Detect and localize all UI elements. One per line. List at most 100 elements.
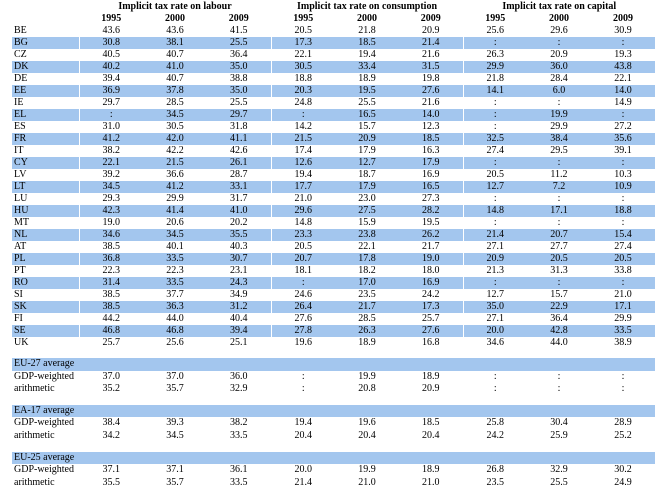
cell: 18.7	[358, 169, 376, 180]
cell: :	[527, 277, 591, 289]
cell: 40.1	[166, 241, 184, 252]
cell: :	[462, 193, 527, 205]
cell: 35.0	[207, 85, 271, 97]
cell: 35.6	[591, 133, 655, 145]
cell: 25.6	[462, 25, 527, 37]
row-label: PL	[12, 253, 79, 265]
data-row: HU 42.3 41.4 41.0 29.6 27.5 28.2 14.8 17.1 18.8	[12, 205, 655, 217]
cell: 24.9	[614, 476, 632, 488]
cell: 7.2	[527, 181, 591, 193]
data-row: EE 36.9 37.8 35.0 20.3 19.5 27.6 14.1 6.0 14.0	[12, 85, 655, 97]
cell: :	[621, 383, 625, 395]
cell: 17.4	[270, 145, 335, 157]
cell: 19.3	[614, 49, 632, 60]
cell: 19.8	[422, 73, 440, 84]
cell: 34.9	[230, 289, 248, 300]
cell: 35.2	[78, 383, 143, 396]
group-title: Implicit tax rate on labour	[78, 1, 271, 13]
cell: 35.5	[78, 476, 143, 489]
cell: 38.4	[527, 133, 591, 145]
header-row: 1995 2000 2009 1995 2000 2009 1995 2000 2009	[12, 13, 655, 25]
spacer	[12, 396, 655, 405]
cell: 21.7	[422, 241, 440, 252]
cell: 28.5	[166, 97, 184, 108]
cell: 40.4	[230, 313, 248, 324]
cell: 16.5	[335, 109, 399, 121]
cell: 35.7	[166, 383, 184, 395]
row-label: HU	[12, 205, 79, 217]
row-label: BG	[12, 37, 79, 49]
year: 2000	[165, 13, 185, 24]
cell: 14.9	[614, 97, 632, 108]
cell: 27.5	[335, 205, 399, 217]
data-row: AT 38.5 40.1 40.3 20.5 22.1 21.7 27.1 27.7 27.4	[12, 241, 655, 253]
row-label: LV	[14, 169, 27, 180]
row-label: SK	[12, 301, 79, 313]
cell: :	[462, 277, 527, 289]
cell: :	[270, 383, 335, 396]
cell: 26.4	[270, 301, 335, 313]
cell: 26.3	[335, 325, 399, 337]
cell: 20.4	[358, 429, 376, 441]
cell: 25.6	[166, 337, 184, 348]
cell: 20.8	[358, 383, 376, 395]
cell: 30.7	[207, 253, 271, 265]
cell: 31.0	[78, 121, 143, 133]
group-row: EU-27 average	[12, 358, 655, 371]
cell: 30.9	[614, 25, 632, 36]
data-row: BE 43.6 43.6 41.5 20.5 21.8 20.9 25.6 29.6 30.9	[12, 25, 655, 37]
cell: :	[462, 121, 527, 133]
year: 1995	[270, 13, 335, 25]
row-label: IT	[14, 145, 24, 156]
group-title: EA-17 average	[12, 404, 655, 418]
cell: 19.9	[358, 370, 376, 382]
cell: 17.8	[335, 253, 399, 265]
year: 2009	[613, 13, 633, 24]
cell: 42.0	[143, 133, 207, 145]
cell: 26.3	[462, 49, 527, 61]
cell: 29.3	[78, 193, 143, 205]
cell: 17.1	[591, 301, 655, 313]
data-row: SE 46.8 46.8 39.4 27.8 26.3 27.6 20.0 42.8 33.5	[12, 325, 655, 337]
group-title: Implicit tax rate on capital	[462, 1, 655, 13]
cell: :	[557, 383, 561, 395]
cell: 43.8	[591, 61, 655, 73]
cell: 35.0	[207, 61, 271, 73]
year: 1995	[78, 13, 143, 25]
cell: 18.8	[270, 73, 335, 85]
cell: 36.9	[78, 85, 143, 97]
table-wrap: Implicit tax rate on labour Implicit tax …	[12, 1, 655, 489]
cell: 41.0	[207, 205, 271, 217]
cell: 34.6	[78, 229, 143, 241]
cell: 34.5	[166, 429, 184, 441]
year: 2000	[357, 13, 377, 24]
cell: 27.1	[462, 313, 527, 325]
cell: 36.6	[166, 169, 184, 180]
row-label: UK	[14, 337, 29, 348]
cell: 27.8	[270, 325, 335, 337]
cell: 37.1	[78, 464, 143, 477]
cell: 26.1	[207, 157, 271, 169]
cell: 24.6	[270, 289, 335, 301]
cell: :	[462, 370, 527, 384]
cell: 27.4	[462, 145, 527, 157]
cell: 41.4	[143, 205, 207, 217]
cell: 28.5	[358, 313, 376, 324]
cell: 27.2	[614, 121, 632, 132]
cell: 20.5	[270, 25, 335, 37]
data-row: arithmetic 35.2 35.7 32.9: 20.8 20.9:::	[12, 383, 655, 396]
cell: 36.8	[78, 253, 143, 265]
cell: 24.8	[270, 97, 335, 109]
cell: 30.5	[166, 121, 184, 132]
spacer-cell	[12, 443, 655, 452]
cell: 14.1	[462, 85, 527, 97]
row-label: DK	[12, 61, 79, 73]
cell: 17.3	[399, 301, 463, 313]
cell: 19.5	[335, 85, 399, 97]
cell: :	[591, 277, 655, 289]
cell: :	[527, 157, 591, 169]
row-label: CY	[12, 157, 79, 169]
cell: :	[557, 370, 561, 382]
cell: 21.0	[358, 476, 376, 488]
cell: 40.2	[78, 61, 143, 73]
